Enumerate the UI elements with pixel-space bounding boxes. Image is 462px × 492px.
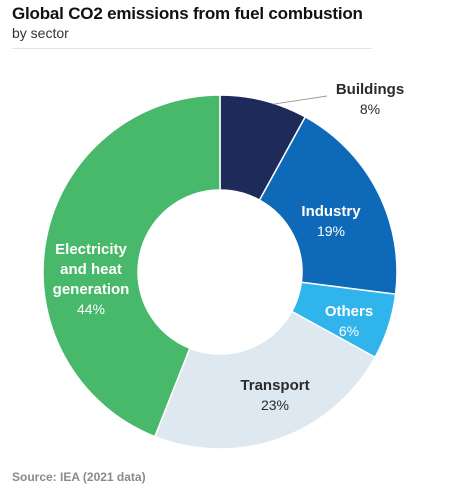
chart-subtitle: by sector: [12, 25, 69, 41]
label-others-line-1: Others: [325, 303, 373, 320]
label-electricity-and-heat-generation-line-1: Electricity: [55, 241, 127, 258]
label-electricity-and-heat-generation-line-2: and heat: [60, 261, 122, 278]
slice-electricity-and-heat-generation: [42, 94, 221, 438]
source-note: Source: IEA (2021 data): [12, 470, 146, 484]
title-divider: [12, 48, 372, 49]
label-buildings-line-1: Buildings: [336, 81, 404, 98]
value-industry: 19%: [317, 223, 345, 239]
value-transport: 23%: [261, 397, 289, 413]
donut-chart: Buildings 8% Industry 19% Others 6% Transport 2…: [42, 81, 404, 450]
value-others: 6%: [339, 323, 359, 339]
slice-industry: [258, 115, 398, 296]
slice-transport: [153, 310, 377, 450]
label-transport-line-1: Transport: [240, 377, 309, 394]
label-industry-line-1: Industry: [301, 203, 361, 220]
label-electricity-and-heat-generation-line-3: generation: [53, 281, 130, 298]
chart-title: Global CO2 emissions from fuel combustio…: [12, 4, 363, 23]
value-electricity-and-heat-generation: 44%: [77, 301, 105, 317]
value-buildings: 8%: [360, 101, 380, 117]
buildings-leader-line: [272, 95, 328, 105]
